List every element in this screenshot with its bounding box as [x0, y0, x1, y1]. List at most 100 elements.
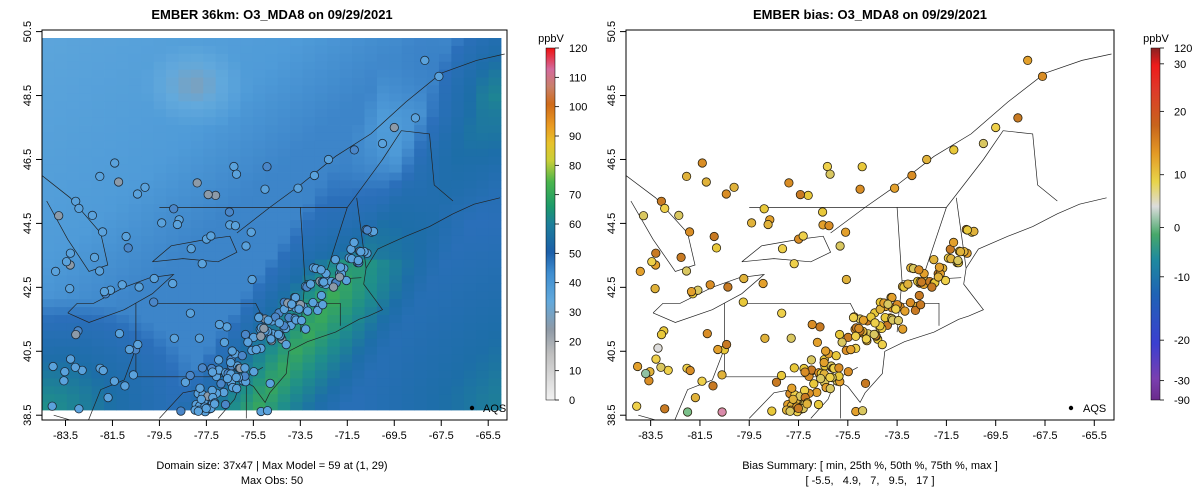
model-grid-cell	[128, 101, 142, 110]
model-grid-cell	[215, 204, 229, 213]
model-grid-cell	[451, 267, 465, 276]
model-grid-cell	[376, 164, 390, 173]
model-grid-cell	[476, 315, 489, 324]
model-grid-cell	[66, 156, 80, 166]
left-site-marker	[195, 383, 205, 393]
model-grid-cell	[116, 125, 130, 134]
model-grid-cell	[153, 386, 167, 395]
model-grid-cell	[364, 117, 378, 126]
model-grid-cell	[314, 204, 328, 213]
model-grid-cell	[215, 394, 229, 403]
model-grid-cell	[364, 322, 378, 332]
model-grid-cell	[290, 212, 303, 221]
model-grid-cell	[290, 164, 303, 173]
model-grid-cell	[352, 180, 365, 189]
left-site-marker	[262, 162, 272, 172]
right-site-marker	[825, 383, 835, 394]
model-grid-cell	[463, 243, 477, 253]
model-grid-cell	[42, 204, 55, 213]
model-grid-cell	[203, 164, 217, 173]
model-grid-cell	[476, 132, 489, 142]
model-grid-cell	[190, 140, 204, 150]
model-grid-cell	[66, 291, 80, 300]
model-grid-cell	[228, 322, 241, 332]
model-grid-cell	[426, 93, 440, 102]
left-site-marker	[197, 363, 207, 373]
right-x-axis: -83.5 -81.5 -79.5 -77.5 -75.5 -73.5 -71.5 -69.5…	[638, 420, 1107, 442]
model-grid-cell	[252, 53, 266, 63]
model-grid-cell	[463, 394, 477, 403]
model-grid-cell	[265, 188, 279, 197]
model-grid-cell	[240, 259, 254, 268]
model-grid-cell	[364, 220, 378, 229]
model-grid-cell	[438, 188, 452, 197]
model-grid-cell	[203, 212, 217, 221]
model-grid-cell	[389, 362, 403, 371]
left-site-marker	[316, 265, 326, 275]
model-grid-cell	[203, 307, 217, 316]
model-grid-cell	[451, 53, 465, 63]
x-tick-label: -69.5	[983, 430, 1008, 442]
model-grid-cell	[215, 227, 229, 237]
model-grid-cell	[79, 315, 93, 324]
model-grid-cell	[252, 338, 266, 348]
left-site-marker	[243, 337, 253, 347]
right-site-marker	[889, 183, 900, 193]
model-grid-cell	[476, 386, 489, 395]
model-grid-cell	[488, 330, 502, 340]
model-grid-cell	[240, 109, 254, 118]
model-grid-cell	[314, 140, 328, 150]
right-site-marker	[1023, 55, 1033, 66]
model-grid-cell	[166, 267, 179, 276]
model-grid-cell	[54, 315, 68, 324]
model-grid-cell	[389, 354, 403, 363]
model-grid-cell	[141, 212, 155, 221]
model-grid-cell	[252, 132, 266, 142]
left-site-marker	[294, 304, 304, 314]
right-colorbar-units: ppbV	[1143, 33, 1169, 45]
model-grid-cell	[215, 85, 229, 94]
model-grid-cell	[228, 101, 241, 110]
model-grid-cell	[265, 117, 279, 126]
model-grid-cell	[488, 370, 502, 379]
model-grid-cell	[401, 370, 415, 379]
model-grid-cell	[265, 85, 279, 94]
model-grid-cell	[376, 156, 390, 166]
model-grid-cell	[290, 85, 303, 94]
model-grid-cell	[153, 338, 167, 348]
model-grid-cell	[302, 156, 316, 166]
model-grid-cell	[42, 196, 55, 205]
model-grid-cell	[128, 85, 142, 94]
colorbar-tick-label: 20	[569, 336, 581, 348]
model-grid-cell	[104, 140, 117, 150]
model-grid-cell	[414, 109, 427, 118]
model-grid-cell	[203, 267, 217, 276]
right-site-marker	[681, 266, 692, 276]
model-grid-cell	[426, 338, 440, 348]
model-grid-cell	[54, 259, 68, 268]
model-grid-cell	[426, 330, 440, 340]
model-grid-cell	[66, 188, 80, 197]
model-grid-cell	[42, 45, 55, 55]
model-grid-cell	[66, 180, 80, 189]
model-grid-cell	[376, 69, 390, 78]
model-grid-cell	[166, 117, 179, 126]
model-grid-cell	[302, 101, 316, 110]
model-grid-cell	[104, 93, 117, 102]
right-site-marker	[759, 204, 769, 214]
left-site-marker	[241, 241, 251, 251]
model-grid-cell	[302, 402, 316, 411]
model-grid-cell	[240, 140, 254, 150]
model-grid-cell	[153, 132, 167, 142]
model-grid-cell	[327, 338, 341, 348]
model-grid-cell	[54, 117, 68, 126]
model-grid-cell	[203, 156, 217, 166]
model-grid-cell	[314, 85, 328, 94]
right-site-marker	[891, 304, 901, 314]
model-grid-cell	[252, 93, 266, 102]
left-title: EMBER 36km: O3_MDA8 on 09/29/2021	[151, 7, 392, 22]
colorbar-tick-label: 30	[1174, 59, 1186, 71]
model-grid-cell	[339, 53, 353, 63]
model-grid-cell	[166, 307, 179, 316]
right-site-marker	[819, 357, 829, 368]
